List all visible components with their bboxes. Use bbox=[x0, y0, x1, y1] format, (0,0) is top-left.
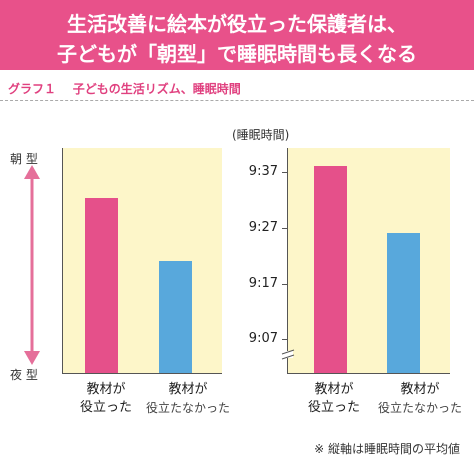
y-tick-mark-927 bbox=[282, 228, 287, 229]
axis-break-mark bbox=[281, 349, 295, 360]
y-tick-907: 9:07 bbox=[248, 331, 278, 346]
right-y-unit-label: (睡眠時間) bbox=[232, 128, 290, 142]
night-type-label: 夜 型 bbox=[10, 368, 38, 382]
right-category-not-useful-line2: 役立たなかった bbox=[377, 401, 462, 415]
right-bar-useful bbox=[314, 166, 347, 373]
morning-type-label: 朝 型 bbox=[10, 152, 38, 166]
graph-title: 子どもの生活リズム、睡眠時間 bbox=[72, 82, 241, 96]
y-tick-mark-937 bbox=[282, 172, 287, 173]
right-bar-not-useful bbox=[387, 233, 420, 373]
graph-number: グラフ１ bbox=[8, 82, 57, 96]
left-category-useful-line1: 教材が bbox=[86, 382, 126, 397]
y-tick-mark-907 bbox=[282, 339, 287, 340]
left-bar-useful bbox=[85, 197, 118, 373]
right-x-axis bbox=[287, 373, 450, 374]
left-y-axis bbox=[62, 148, 63, 374]
y-tick-917: 9:17 bbox=[248, 276, 278, 291]
y-tick-937: 9:37 bbox=[248, 164, 278, 179]
y-tick-mark-917 bbox=[282, 284, 287, 285]
right-category-useful: 教材が 役立った bbox=[291, 381, 377, 417]
header-banner: 生活改善に絵本が役立った保護者は、 子どもが「朝型」で睡眠時間も長くなる bbox=[0, 0, 474, 70]
morning-night-arrow bbox=[24, 165, 40, 365]
right-category-not-useful-line1: 教材が bbox=[400, 382, 440, 397]
header-line-2: 子どもが「朝型」で睡眠時間も長くなる bbox=[57, 42, 417, 66]
right-chart-panel bbox=[287, 148, 450, 373]
graph-subtitle: グラフ１ 子どもの生活リズム、睡眠時間 bbox=[8, 80, 241, 97]
left-category-not-useful-line1: 教材が bbox=[168, 382, 208, 397]
right-category-not-useful: 教材が 役立たなかった bbox=[368, 381, 472, 417]
left-x-axis bbox=[62, 373, 222, 374]
right-category-useful-line2: 役立った bbox=[307, 400, 360, 415]
left-category-not-useful: 教材が 役立たなかった bbox=[138, 381, 238, 417]
y-tick-927: 9:27 bbox=[248, 220, 278, 235]
right-y-axis bbox=[287, 148, 288, 374]
dashed-divider bbox=[0, 100, 474, 101]
footnote: ※ 縦軸は睡眠時間の平均値 bbox=[314, 442, 460, 456]
right-category-useful-line1: 教材が bbox=[314, 382, 354, 397]
header-line-1: 生活改善に絵本が役立った保護者は、 bbox=[67, 12, 407, 36]
left-bar-not-useful bbox=[159, 260, 192, 373]
left-category-useful: 教材が 役立った bbox=[63, 381, 149, 417]
left-category-not-useful-line2: 役立たなかった bbox=[145, 401, 230, 415]
left-category-useful-line2: 役立った bbox=[79, 400, 132, 415]
